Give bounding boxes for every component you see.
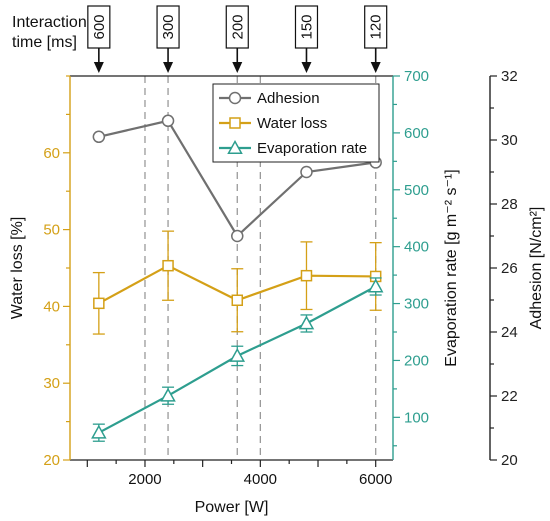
evaporation-rate-series [91,277,384,442]
interaction-time-label: 120 [368,14,385,39]
evap-tick-label: 400 [404,239,429,256]
evaporation-rate-point [229,347,246,362]
x-axis-title: Power [W] [195,499,269,516]
top-axis-title-line2: time [ms] [12,34,77,51]
legend: Adhesion Water loss Evaporation rate [212,83,380,163]
legend-marker-water-loss [229,117,241,129]
adhesion-tick-label: 24 [501,324,518,341]
adhesion-series [92,114,382,243]
series-group [91,114,384,442]
evap-tick-label: 600 [404,125,429,142]
water-tick-label: 50 [43,222,60,239]
adhesion-axis-title: Adhesion [N/cm²] [528,207,545,330]
legend-label-adhesion: Adhesion [257,90,320,107]
evaporation-rate-point [91,424,107,439]
evap-tick-label: 200 [404,352,429,369]
water-tick-label: 30 [43,375,60,392]
evap-tick-label: 100 [404,409,429,426]
legend-marker-adhesion [228,91,242,105]
adhesion-point [231,229,244,243]
interaction-time-label: 300 [160,14,177,39]
evap-tick-label: 500 [404,182,429,199]
water-tick-label: 60 [43,145,60,162]
evaporation-rate-point [367,278,384,293]
adhesion-tick-label: 22 [501,388,518,405]
adhesion-tick-label: 30 [501,132,518,149]
adhesion-tick-label: 28 [501,196,518,213]
evaporation-rate-point [298,315,315,330]
water-loss-point [231,294,244,307]
adhesion-tick-label: 20 [501,452,518,469]
top-axis: Interaction time [ms] 600 300 200 150 120 [12,5,388,73]
adhesion-tick-label: 32 [501,68,518,85]
legend-label-water-loss: Water loss [257,115,327,132]
interaction-time-arrow-head [232,62,243,73]
water-tick-label: 20 [43,452,60,469]
water-loss-point [162,259,174,272]
x-tick-label: 4000 [244,471,277,488]
interaction-time-arrow-head [163,62,174,73]
evap-tick-label: 300 [404,296,429,313]
axes: 2000 4000 6000 Power [W] 20 30 40 50 60 100 200 300… [9,68,545,516]
interaction-time-arrow-head [93,62,104,73]
top-axis-title-line1: Interaction [12,14,87,31]
water-loss-point [93,297,105,310]
x-tick-label: 6000 [359,471,392,488]
x-tick-label: 2000 [128,471,161,488]
interaction-time-arrow-head [370,62,381,73]
water-tick-label: 40 [43,298,60,315]
adhesion-point [161,114,175,128]
legend-marker-evaporation-rate [227,139,243,154]
evap-axis-title: Evaporation rate [g m⁻² s⁻¹] [443,169,460,366]
adhesion-point [92,130,106,144]
legend-label-evaporation-rate: Evaporation rate [257,140,367,157]
evaporation-rate-point [160,387,176,402]
interaction-time-label: 200 [229,14,246,39]
interaction-time-arrow-head [301,62,312,73]
evap-tick-label: 700 [404,68,429,85]
water-loss-point [300,269,313,282]
water-axis-title: Water loss [%] [9,217,26,320]
interaction-time-label: 150 [298,14,315,39]
adhesion-point [300,165,313,179]
adhesion-tick-label: 26 [501,260,518,277]
interaction-time-label: 600 [91,14,108,39]
